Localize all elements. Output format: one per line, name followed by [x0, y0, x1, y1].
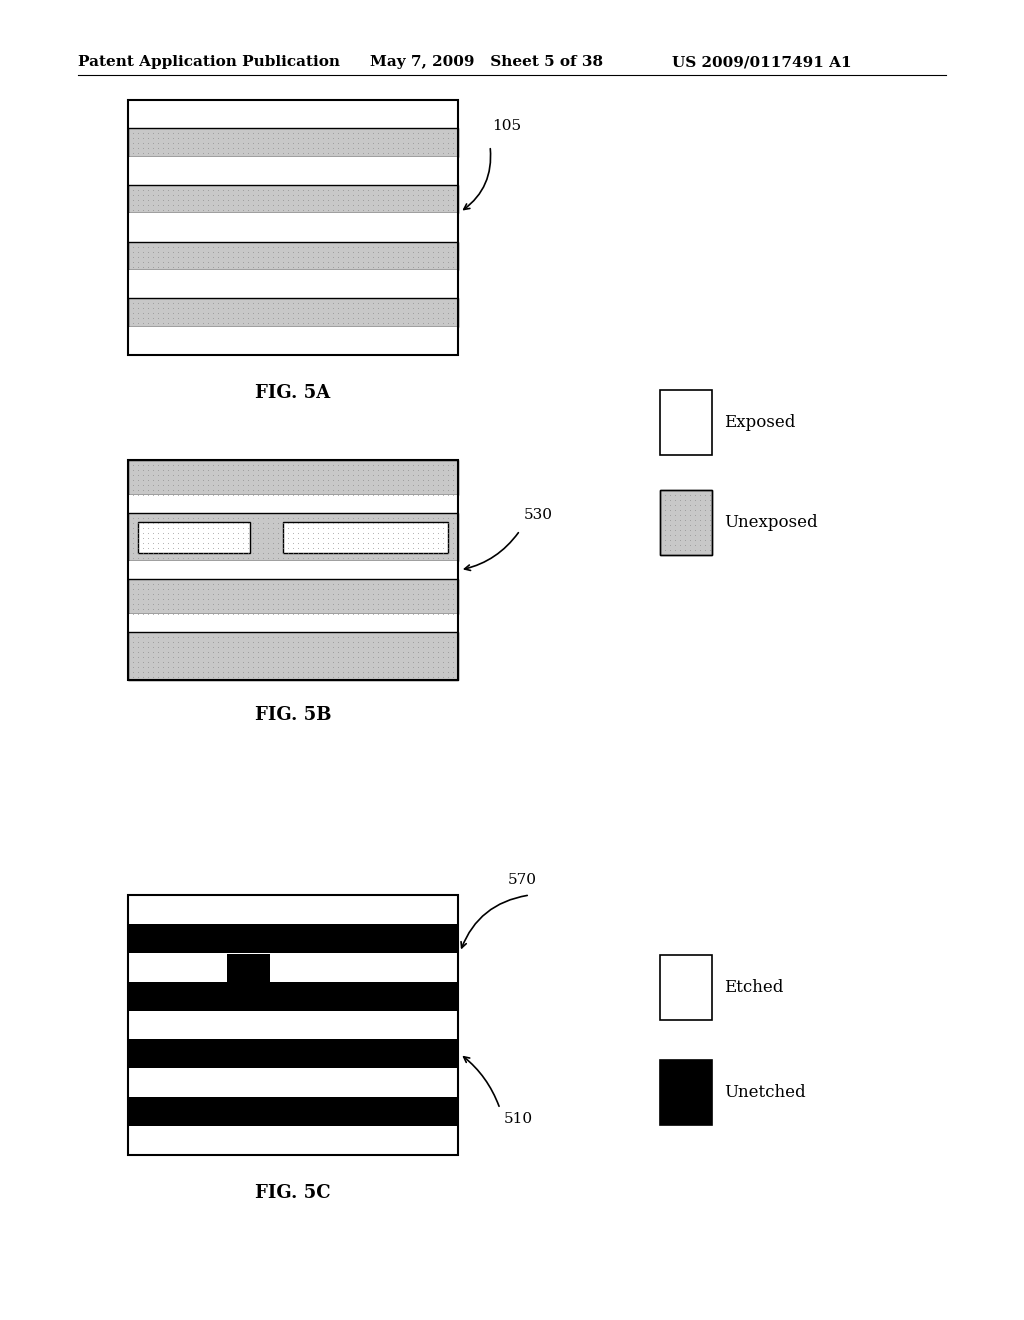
Bar [128, 157, 458, 185]
Text: Etched: Etched [724, 979, 783, 997]
Bar [128, 631, 458, 680]
Bar [128, 495, 458, 512]
Text: Exposed: Exposed [724, 414, 796, 432]
Bar [128, 924, 458, 953]
Bar [128, 1039, 458, 1068]
Text: FIG. 5C: FIG. 5C [255, 1184, 331, 1203]
Bar [660, 490, 712, 554]
Bar [128, 895, 458, 924]
Text: 510: 510 [504, 1111, 534, 1126]
Bar [128, 561, 458, 578]
Bar [227, 954, 270, 995]
Text: Unetched: Unetched [724, 1084, 806, 1101]
Bar [128, 100, 458, 128]
Bar [128, 1097, 458, 1126]
Text: Unexposed: Unexposed [724, 513, 817, 531]
Text: Patent Application Publication: Patent Application Publication [78, 55, 340, 69]
Bar [128, 100, 458, 355]
Text: May 7, 2009   Sheet 5 of 38: May 7, 2009 Sheet 5 of 38 [370, 55, 603, 69]
Text: 570: 570 [508, 873, 537, 887]
Bar [128, 326, 458, 355]
Bar [660, 954, 712, 1020]
Bar [128, 512, 458, 561]
Bar [128, 982, 458, 1011]
Bar [128, 614, 458, 631]
Bar [128, 459, 458, 495]
Bar [660, 490, 712, 554]
Bar [128, 459, 458, 680]
Text: 530: 530 [524, 508, 553, 521]
Bar [660, 389, 712, 455]
Bar [128, 953, 458, 982]
Bar [128, 1011, 458, 1039]
Text: 105: 105 [492, 119, 521, 132]
Text: FIG. 5A: FIG. 5A [255, 384, 331, 403]
Text: US 2009/0117491 A1: US 2009/0117491 A1 [672, 55, 852, 69]
Bar [128, 895, 458, 1155]
Bar [660, 1060, 712, 1125]
Bar [128, 271, 458, 298]
Bar [283, 521, 449, 553]
Bar [128, 242, 458, 271]
Bar [128, 214, 458, 242]
Bar [128, 578, 458, 614]
Bar [128, 298, 458, 326]
Bar [128, 185, 458, 214]
Bar [128, 1126, 458, 1155]
Text: FIG. 5B: FIG. 5B [255, 706, 331, 723]
Bar [128, 128, 458, 157]
Bar [128, 1068, 458, 1097]
Bar [138, 521, 250, 553]
